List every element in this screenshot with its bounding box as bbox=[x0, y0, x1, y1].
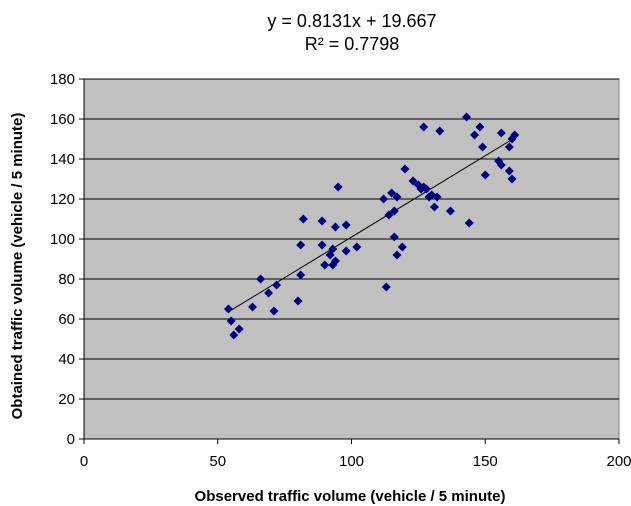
y-tick-label: 100 bbox=[50, 231, 75, 248]
x-tick-label: 0 bbox=[80, 453, 88, 470]
data-points bbox=[223, 112, 520, 340]
data-point bbox=[392, 192, 402, 202]
data-point bbox=[229, 330, 239, 340]
data-point bbox=[379, 194, 389, 204]
data-point bbox=[510, 130, 520, 140]
y-tick-label: 120 bbox=[50, 191, 75, 208]
data-point bbox=[397, 242, 407, 252]
data-point bbox=[400, 164, 410, 174]
data-point bbox=[328, 244, 338, 254]
data-point bbox=[298, 214, 308, 224]
trendline-equation: y = 0.8131x + 19.667 bbox=[267, 11, 436, 31]
data-point bbox=[445, 206, 455, 216]
data-point bbox=[421, 184, 431, 194]
data-point bbox=[496, 160, 506, 170]
data-point bbox=[432, 192, 442, 202]
data-point bbox=[470, 130, 480, 140]
r-squared-label: R² = 0.7798 bbox=[305, 34, 400, 54]
data-point bbox=[384, 210, 394, 220]
data-point bbox=[317, 216, 327, 226]
y-tick-label: 160 bbox=[50, 111, 75, 128]
data-point bbox=[478, 142, 488, 152]
data-point bbox=[234, 324, 244, 334]
plot-area bbox=[83, 78, 620, 440]
data-point bbox=[264, 288, 274, 298]
y-axis-ticks: 0 20 40 60 80 100 120 140 160 180 bbox=[50, 71, 84, 448]
data-point bbox=[352, 242, 362, 252]
data-point bbox=[341, 246, 351, 256]
x-tick-label: 50 bbox=[209, 453, 226, 470]
y-tick-label: 180 bbox=[50, 71, 75, 88]
x-tick-label: 200 bbox=[606, 453, 631, 470]
x-axis-title: Observed traffic volume (vehicle / 5 min… bbox=[195, 488, 506, 505]
y-tick-label: 40 bbox=[58, 351, 75, 368]
x-axis-ticks: 0 50 100 150 200 bbox=[80, 439, 631, 470]
data-point bbox=[387, 188, 397, 198]
data-point bbox=[389, 232, 399, 242]
y-tick-label: 140 bbox=[50, 151, 75, 168]
data-point bbox=[504, 166, 514, 176]
data-point bbox=[408, 176, 418, 186]
data-point bbox=[462, 112, 472, 122]
data-point bbox=[480, 170, 490, 180]
data-point bbox=[330, 222, 340, 232]
data-point bbox=[226, 316, 236, 326]
y-tick-label: 80 bbox=[58, 271, 75, 288]
data-point bbox=[341, 220, 351, 230]
data-point bbox=[272, 280, 282, 290]
x-tick-label: 100 bbox=[339, 453, 364, 470]
y-tick-label: 60 bbox=[58, 311, 75, 328]
y-tick-label: 0 bbox=[67, 431, 75, 448]
data-point bbox=[464, 218, 474, 228]
data-point bbox=[296, 240, 306, 250]
data-point bbox=[475, 122, 485, 132]
data-point bbox=[317, 240, 327, 250]
data-point bbox=[392, 250, 402, 260]
data-point bbox=[504, 142, 514, 152]
data-point bbox=[435, 126, 445, 136]
data-point bbox=[296, 270, 306, 280]
y-tick-label: 20 bbox=[58, 391, 75, 408]
data-point bbox=[293, 296, 303, 306]
data-point bbox=[248, 302, 258, 312]
data-point bbox=[330, 256, 340, 266]
data-point bbox=[496, 128, 506, 138]
x-tick-label: 150 bbox=[473, 453, 498, 470]
y-axis-title: Obtained traffic volume (vehicle / 5 min… bbox=[9, 113, 26, 420]
data-point bbox=[320, 260, 330, 270]
data-point bbox=[333, 182, 343, 192]
data-point bbox=[256, 274, 266, 284]
data-point bbox=[269, 306, 279, 316]
grid-lines bbox=[84, 78, 619, 400]
data-point bbox=[389, 206, 399, 216]
data-point bbox=[381, 282, 391, 292]
data-point bbox=[419, 122, 429, 132]
data-point bbox=[429, 202, 439, 212]
data-point bbox=[223, 304, 233, 314]
data-point bbox=[507, 174, 517, 184]
